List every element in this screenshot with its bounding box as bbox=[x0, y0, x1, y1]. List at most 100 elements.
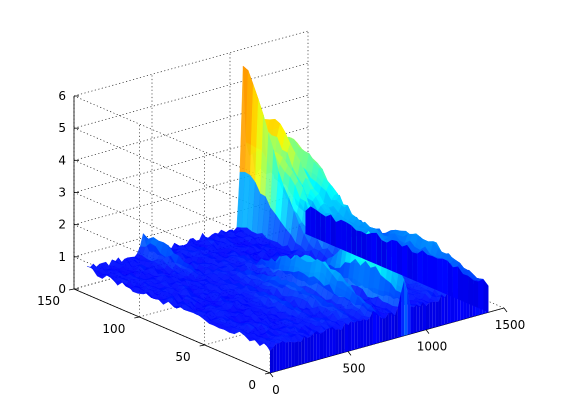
surface-front-wall bbox=[276, 343, 280, 372]
surface-side-wall bbox=[310, 206, 316, 239]
surface-front-wall bbox=[388, 312, 392, 341]
x-tick-mark bbox=[269, 372, 274, 378]
x-tick-label: 500 bbox=[343, 361, 366, 375]
surface-front-wall bbox=[391, 312, 395, 340]
surface-side-wall bbox=[366, 233, 372, 263]
surface-front-wall bbox=[351, 321, 355, 351]
x-tick-label: 0 bbox=[272, 383, 280, 397]
surface-side-wall bbox=[468, 275, 474, 306]
surface-side-wall bbox=[483, 279, 489, 313]
surface-side-wall bbox=[381, 240, 387, 269]
grid-line-z bbox=[73, 30, 309, 97]
surface-side-wall bbox=[473, 279, 479, 308]
surface-front-wall bbox=[354, 320, 358, 350]
surface-side-wall bbox=[442, 258, 448, 295]
surface-side-wall bbox=[371, 232, 377, 265]
surface-side-wall bbox=[346, 222, 352, 254]
surface-side-wall bbox=[407, 244, 413, 280]
surface-side-wall bbox=[478, 279, 484, 311]
surface-side-wall bbox=[335, 219, 342, 250]
surface-side-wall bbox=[432, 256, 438, 291]
surface-front-wall bbox=[304, 336, 308, 364]
surface-side-wall bbox=[376, 232, 382, 267]
surface-front-wall bbox=[348, 321, 352, 352]
z-tick-label: 5 bbox=[58, 121, 66, 135]
surface-front-wall bbox=[429, 302, 433, 329]
surface-front-wall bbox=[366, 317, 370, 347]
grid-line-z bbox=[73, 62, 309, 129]
surface-side-wall bbox=[412, 252, 418, 282]
surface-front-wall bbox=[376, 312, 380, 344]
y-tick-mark bbox=[199, 344, 205, 347]
surface-front-wall bbox=[316, 331, 320, 360]
surface-side-wall bbox=[396, 241, 403, 276]
grid-line-z bbox=[73, 95, 309, 161]
surface-side-wall bbox=[402, 244, 408, 278]
surface-front-wall bbox=[360, 318, 364, 348]
surface-side-wall bbox=[330, 214, 336, 247]
surface-front-wall bbox=[385, 313, 389, 341]
y-tick-label: 50 bbox=[175, 350, 190, 364]
surface-front-wall bbox=[382, 318, 386, 342]
surface-patch bbox=[264, 342, 274, 352]
y-axis-line bbox=[73, 288, 271, 374]
x-tick-mark bbox=[347, 351, 352, 356]
surface-front-wall bbox=[298, 341, 302, 366]
surface-front-wall bbox=[273, 343, 277, 373]
axes-box bbox=[68, 95, 508, 378]
surface-side-wall bbox=[417, 250, 423, 285]
surface-mesh bbox=[87, 65, 489, 373]
surface-front-wall bbox=[397, 292, 402, 338]
surface-front-wall bbox=[422, 302, 426, 331]
surface-front-wall bbox=[401, 279, 405, 337]
surface-front-wall bbox=[369, 310, 373, 346]
surface-side-wall bbox=[462, 273, 469, 304]
surface-front-wall bbox=[344, 322, 348, 353]
surface-side-wall bbox=[391, 239, 397, 274]
surface-side-wall bbox=[422, 250, 428, 287]
x-tick-mark bbox=[503, 307, 508, 313]
surface-side-wall bbox=[325, 214, 331, 245]
y-tick-mark bbox=[134, 316, 140, 319]
y-tick-label: 100 bbox=[102, 322, 125, 336]
surface-front-wall bbox=[288, 341, 292, 368]
surface-front-wall bbox=[426, 302, 430, 330]
surface-front-wall bbox=[294, 341, 299, 367]
surface-front-wall bbox=[447, 291, 451, 324]
surface-front-wall bbox=[438, 294, 442, 327]
surface-front-wall bbox=[332, 327, 336, 356]
surface-side-wall bbox=[452, 266, 458, 300]
surface-front-wall bbox=[313, 331, 317, 361]
surface-front-wall bbox=[323, 329, 327, 359]
surface-front-wall bbox=[372, 310, 377, 345]
surface-front-wall bbox=[419, 302, 423, 332]
surface-front-wall bbox=[279, 341, 283, 371]
y-tick-label: 150 bbox=[37, 294, 60, 308]
x-tick-label: 1000 bbox=[417, 340, 448, 354]
z-tick-label: 2 bbox=[58, 218, 66, 232]
surface-front-wall bbox=[379, 316, 383, 343]
surface-front-wall bbox=[301, 336, 305, 365]
surface-front-wall bbox=[310, 333, 314, 362]
surface-front-wall bbox=[307, 336, 311, 363]
surface-side-wall bbox=[320, 213, 326, 243]
y-tick-mark bbox=[68, 288, 75, 291]
surface-front-wall bbox=[441, 294, 445, 326]
surface-front-wall bbox=[285, 341, 289, 369]
surface-front-wall bbox=[432, 301, 436, 328]
surface-side-wall bbox=[386, 239, 392, 271]
surface-front-wall bbox=[413, 304, 417, 334]
surface-front-wall bbox=[338, 329, 342, 354]
surface-front-wall bbox=[410, 305, 414, 334]
surface-front-wall bbox=[444, 291, 448, 325]
x-tick-mark bbox=[425, 329, 430, 334]
z-tick-label: 4 bbox=[58, 153, 66, 167]
x-tick-label: 1500 bbox=[495, 318, 526, 332]
surface-front-wall bbox=[282, 341, 286, 370]
surface-front-wall bbox=[357, 320, 361, 349]
surface-front-wall bbox=[291, 342, 295, 367]
surface-side-wall bbox=[341, 219, 347, 252]
y-tick-label: 0 bbox=[248, 378, 256, 392]
